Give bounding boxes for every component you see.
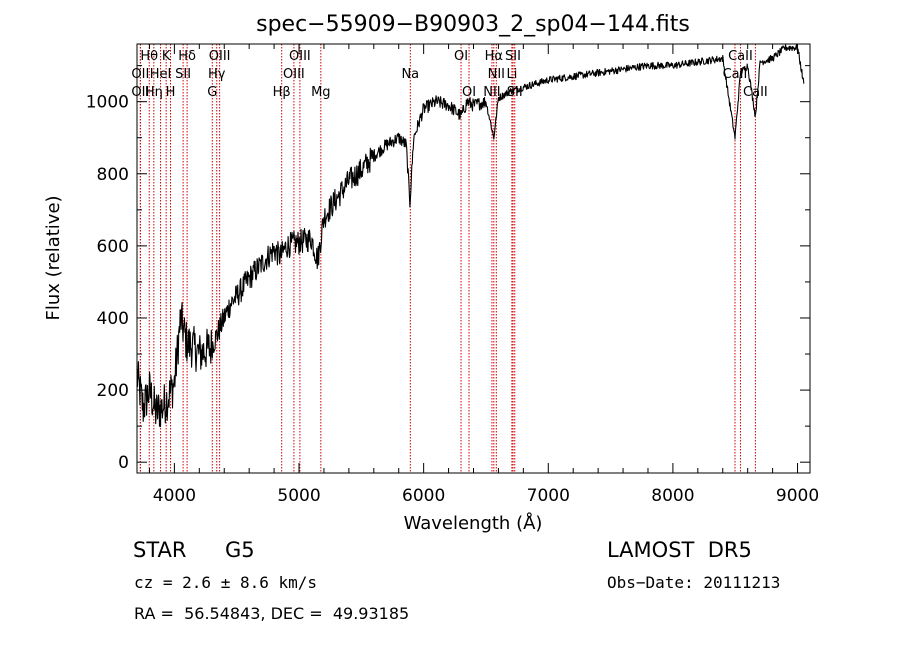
spectral-line-label: OI xyxy=(454,49,468,64)
object-subclass: G5 xyxy=(225,538,255,562)
x-axis-ticks: 4000 5000 6000 7000 8000 9000 xyxy=(148,44,819,506)
x-axis-label: Wavelength (Å) xyxy=(404,512,543,534)
spectrum-series-line xyxy=(136,43,805,428)
y-tick-label: 0 xyxy=(118,453,129,473)
spectral-line-label: Na xyxy=(401,67,419,82)
spectral-line-label: H xyxy=(166,85,176,100)
y-tick-label: 1000 xyxy=(86,93,129,113)
spectral-line-label: SII xyxy=(175,67,191,82)
survey-label: LAMOST DR5 xyxy=(607,538,752,562)
spectral-line-label: CaII xyxy=(728,49,753,64)
spectral-line-label: SII xyxy=(505,49,521,64)
spectral-line-label: K xyxy=(162,49,171,64)
spectral-line-label: NII xyxy=(488,67,505,82)
spectral-line-label: OII xyxy=(131,85,149,100)
y-tick-label: 200 xyxy=(97,381,129,401)
spectral-line-label: OI xyxy=(462,85,476,100)
spectral-line-label: Hβ xyxy=(273,85,291,100)
x-tick-label: 6000 xyxy=(402,486,445,506)
redshift-cz: cz = 2.6 ± 8.6 km/s xyxy=(134,573,318,592)
coordinates: RA = 56.54843, DEC = 49.93185 xyxy=(134,604,410,623)
y-tick-label: 600 xyxy=(97,237,129,257)
obs-date: Obs−Date: 20111213 xyxy=(607,573,781,592)
spectral-line-label: OIII xyxy=(289,49,311,64)
spectral-line-label: Hη xyxy=(145,85,163,100)
x-tick-label: 7000 xyxy=(527,486,570,506)
spectral-line-label: NII xyxy=(483,85,500,100)
x-tick-label: 5000 xyxy=(277,486,320,506)
x-tick-label: 8000 xyxy=(651,486,694,506)
spectral-line-labels: Hθ OII OII K HeI Hη Hδ SII H OIII Hγ G OIII OIII Hβ Mg N… xyxy=(131,49,767,100)
spectral-line-label: OII xyxy=(131,67,149,82)
spectral-line-label: Hα xyxy=(485,49,503,64)
plot-frame xyxy=(136,43,811,474)
spectral-line-label: OIII xyxy=(209,49,231,64)
y-tick-label: 800 xyxy=(97,165,129,185)
y-axis-ticks: 0 200 400 600 800 1000 xyxy=(86,65,810,473)
y-tick-label: 400 xyxy=(97,309,129,329)
spectral-line-label: OIII xyxy=(283,67,305,82)
spectral-line-label: CaII xyxy=(743,85,768,100)
spectral-line-label: Hδ xyxy=(178,49,196,64)
x-tick-label: 9000 xyxy=(776,486,819,506)
spectral-line-label: HeI xyxy=(150,67,172,82)
spectral-line-label: Mg xyxy=(311,85,330,100)
x-tick-label: 4000 xyxy=(153,486,196,506)
y-axis-label: Flux (relative) xyxy=(43,195,64,320)
spectral-line-label: Hθ xyxy=(140,49,158,64)
spectral-line-label: Hγ xyxy=(208,67,226,82)
object-class: STAR xyxy=(133,538,187,562)
spectral-line-label: G xyxy=(207,85,217,100)
spectral-line-markers xyxy=(139,44,756,473)
spectral-line-label: Li xyxy=(506,67,517,82)
chart-title: spec−55909−B90903_2_sp04−144.fits xyxy=(256,12,690,37)
